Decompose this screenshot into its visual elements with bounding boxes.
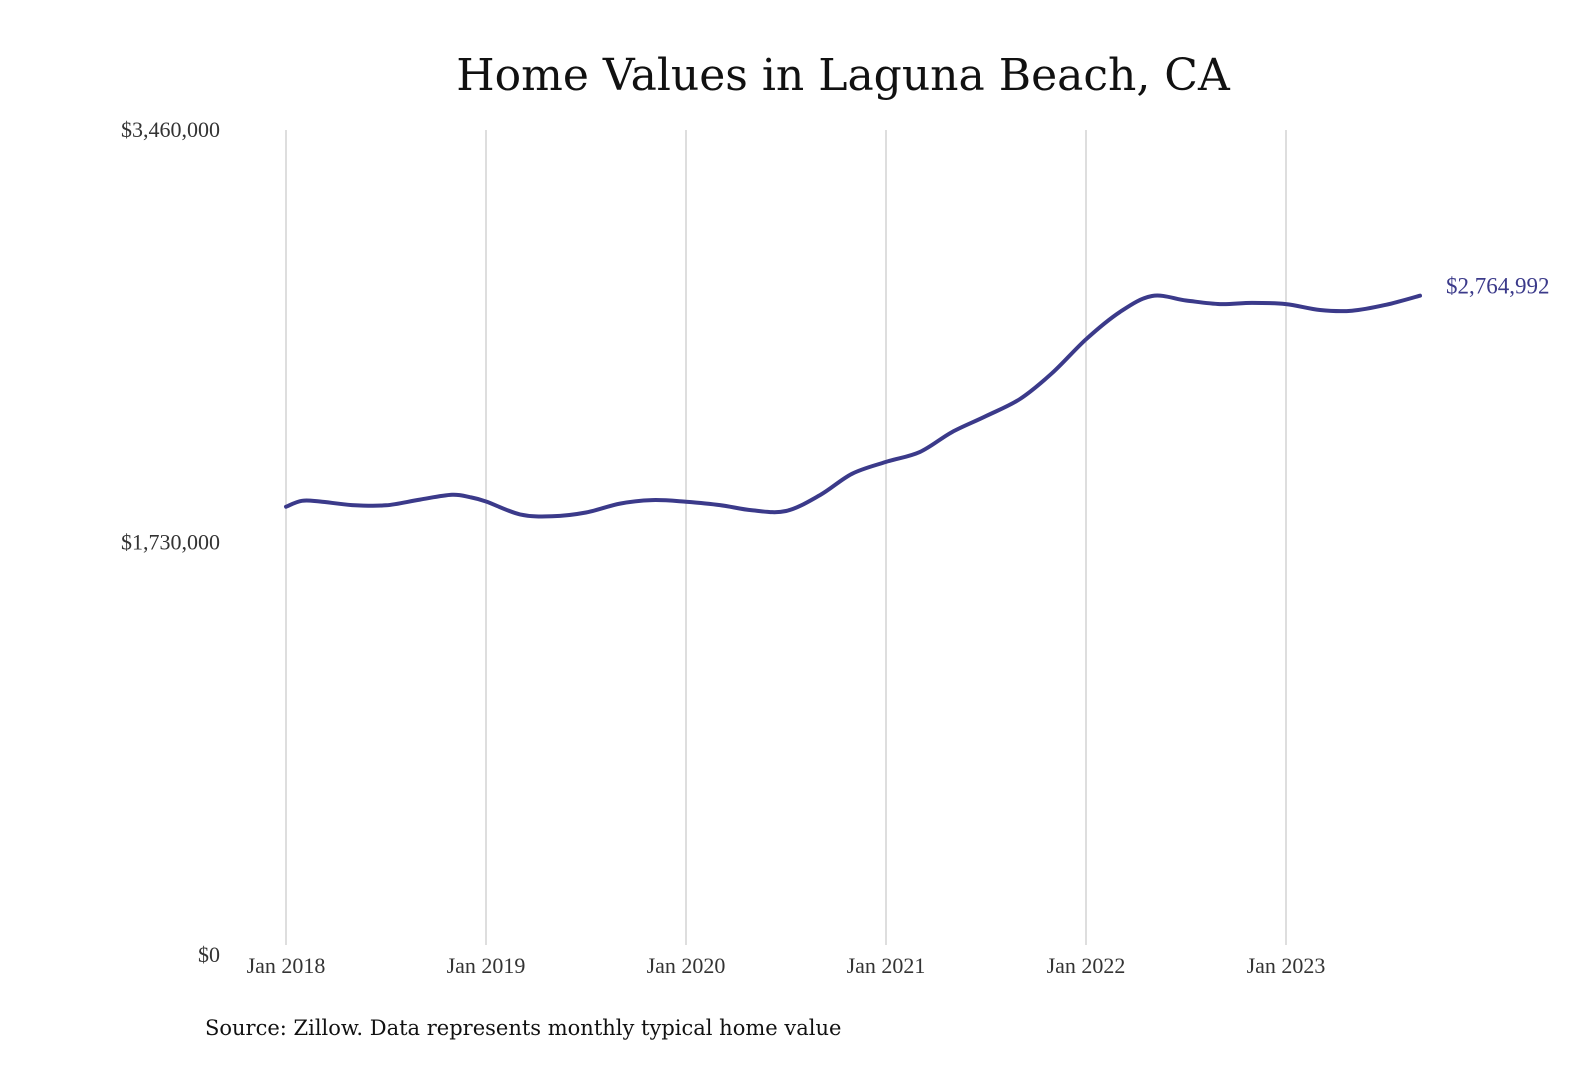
chart-title: Home Values in Laguna Beach, CA	[456, 50, 1231, 101]
grid-layer	[285, 130, 1287, 945]
y-tick-label: $1,730,000	[121, 530, 220, 555]
x-tick-label: Jan 2022	[1047, 953, 1126, 978]
source-note: Source: Zillow. Data represents monthly …	[205, 1016, 841, 1040]
series-layer	[284, 293, 1422, 519]
x-tick-labels: Jan 2018 Jan 2019 Jan 2020 Jan 2021 Jan 2022…	[247, 953, 1326, 978]
y-tick-label: $3,460,000	[121, 117, 220, 142]
x-tick-label: Jan 2023	[1247, 953, 1326, 978]
x-tick-label: Jan 2021	[847, 953, 926, 978]
y-tick-label: $0	[198, 942, 220, 967]
x-tick-label: Jan 2020	[647, 953, 726, 978]
series-line-0	[284, 293, 1422, 519]
x-tick-label: Jan 2019	[447, 953, 526, 978]
end-value-label: $2,764,992	[1446, 274, 1550, 299]
y-tick-labels: $0 $1,730,000 $3,460,000	[121, 117, 220, 967]
x-tick-label: Jan 2018	[247, 953, 326, 978]
